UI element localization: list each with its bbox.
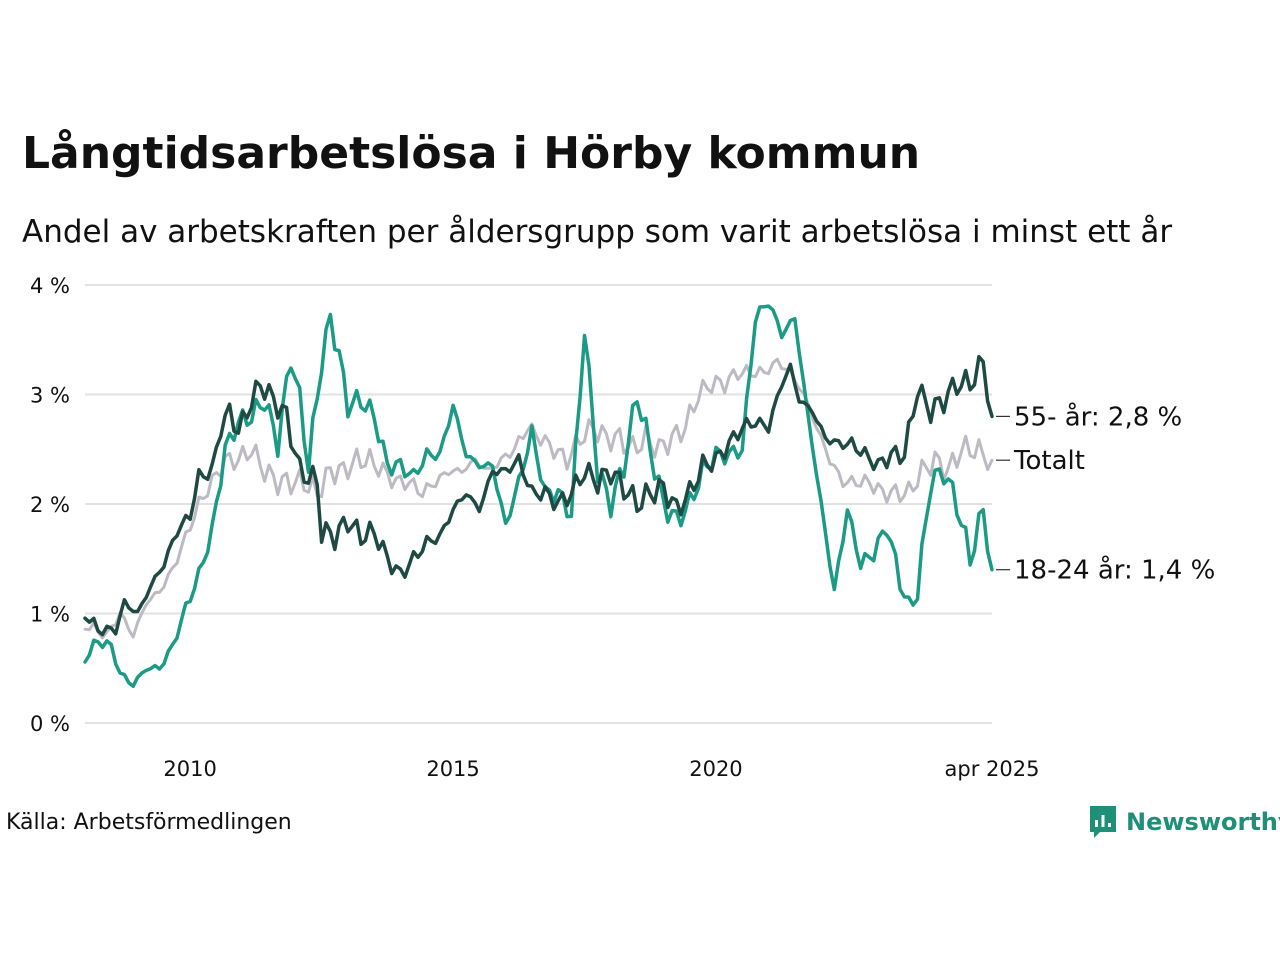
chart-title: Långtidsarbetslösa i Hörby kommun bbox=[22, 128, 921, 179]
chart-subtitle: Andel av arbetskraften per åldersgrupp s… bbox=[22, 214, 1173, 250]
line-chart: 0 % 1 % 2 % 3 % 4 % 2010 2015 2020 apr 2025 Tot… bbox=[30, 274, 1215, 781]
x-tick-label: 2015 bbox=[426, 757, 479, 781]
x-tick-label: 2010 bbox=[163, 757, 216, 781]
x-tick-label: 2020 bbox=[689, 757, 742, 781]
series-lines bbox=[83, 304, 994, 689]
y-axis: 0 % 1 % 2 % 3 % 4 % bbox=[30, 274, 70, 736]
series-end-label: Totalt bbox=[1013, 446, 1085, 476]
end-labels: Totalt 55- år: 2,8 % 18-24 år: 1,4 % bbox=[996, 401, 1215, 586]
y-tick-label: 4 % bbox=[30, 274, 70, 298]
y-tick-label: 3 % bbox=[30, 384, 70, 408]
series-line-0 bbox=[83, 357, 994, 640]
y-tick-label: 2 % bbox=[30, 493, 70, 517]
x-axis: 2010 2015 2020 apr 2025 bbox=[163, 757, 1039, 781]
y-gridlines bbox=[85, 284, 992, 724]
y-tick-label: 0 % bbox=[30, 712, 70, 736]
x-tick-label: apr 2025 bbox=[945, 757, 1040, 781]
brand-name: Newsworthy bbox=[1126, 808, 1280, 836]
bar-chart-speech-bubble-icon bbox=[1090, 806, 1116, 838]
series-end-label: 18-24 år: 1,4 % bbox=[1014, 555, 1215, 586]
series-line-1 bbox=[83, 354, 994, 637]
series-end-label: 55- år: 2,8 % bbox=[1014, 401, 1182, 432]
source-note: Källa: Arbetsförmedlingen bbox=[6, 810, 292, 835]
brand-logo: Newsworthy bbox=[1088, 804, 1280, 840]
y-tick-label: 1 % bbox=[30, 603, 70, 627]
